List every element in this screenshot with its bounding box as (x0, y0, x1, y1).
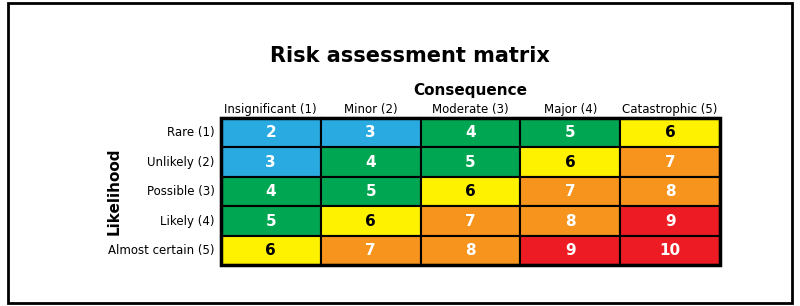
Bar (421, 147, 520, 177)
Text: 8: 8 (665, 184, 675, 199)
Text: 7: 7 (465, 214, 476, 229)
Text: 3: 3 (266, 155, 276, 170)
Bar (421, 177, 520, 206)
Bar (221, 147, 321, 177)
Text: Minor (2): Minor (2) (344, 103, 398, 116)
Text: 8: 8 (565, 214, 575, 229)
Text: 6: 6 (366, 214, 376, 229)
Text: 4: 4 (266, 184, 276, 199)
Bar (620, 206, 720, 236)
Text: 10: 10 (659, 243, 681, 258)
Bar (321, 118, 421, 147)
Text: Major (4): Major (4) (543, 103, 597, 116)
Text: 4: 4 (465, 125, 476, 140)
Text: 8: 8 (465, 243, 476, 258)
Bar (221, 118, 321, 147)
Bar (321, 147, 421, 177)
Bar (520, 236, 620, 265)
Text: 3: 3 (366, 125, 376, 140)
Text: 4: 4 (366, 155, 376, 170)
Bar (520, 147, 620, 177)
Bar (520, 118, 620, 147)
Bar (221, 236, 321, 265)
Text: 6: 6 (665, 125, 675, 140)
Text: Consequence: Consequence (414, 84, 527, 99)
Text: Moderate (3): Moderate (3) (432, 103, 509, 116)
Bar (421, 236, 520, 265)
Bar (620, 177, 720, 206)
Bar (221, 177, 321, 206)
Bar (620, 236, 720, 265)
Bar (520, 177, 620, 206)
Bar (321, 206, 421, 236)
Text: 9: 9 (665, 214, 675, 229)
Text: Unlikely (2): Unlikely (2) (147, 156, 214, 169)
Text: 2: 2 (266, 125, 276, 140)
Bar (421, 118, 520, 147)
Bar (620, 118, 720, 147)
Bar (620, 147, 720, 177)
Text: 7: 7 (665, 155, 675, 170)
Text: Risk assessment matrix: Risk assessment matrix (270, 46, 550, 66)
Text: Possible (3): Possible (3) (147, 185, 214, 198)
Text: Catastrophic (5): Catastrophic (5) (622, 103, 718, 116)
Text: 5: 5 (366, 184, 376, 199)
Text: 6: 6 (266, 243, 276, 258)
Text: Rare (1): Rare (1) (167, 126, 214, 139)
Text: 7: 7 (366, 243, 376, 258)
Bar (321, 236, 421, 265)
Text: Likelihood: Likelihood (106, 148, 121, 235)
Bar (421, 206, 520, 236)
Text: Insignificant (1): Insignificant (1) (225, 103, 317, 116)
Text: 7: 7 (565, 184, 575, 199)
Text: Almost certain (5): Almost certain (5) (108, 244, 214, 257)
Bar (321, 177, 421, 206)
Bar (221, 118, 720, 265)
Text: 5: 5 (266, 214, 276, 229)
Text: 5: 5 (465, 155, 476, 170)
Text: 6: 6 (465, 184, 476, 199)
Text: 6: 6 (565, 155, 576, 170)
Text: 5: 5 (565, 125, 575, 140)
Text: 9: 9 (565, 243, 575, 258)
Bar (520, 206, 620, 236)
Bar (221, 206, 321, 236)
Text: Likely (4): Likely (4) (160, 215, 214, 228)
